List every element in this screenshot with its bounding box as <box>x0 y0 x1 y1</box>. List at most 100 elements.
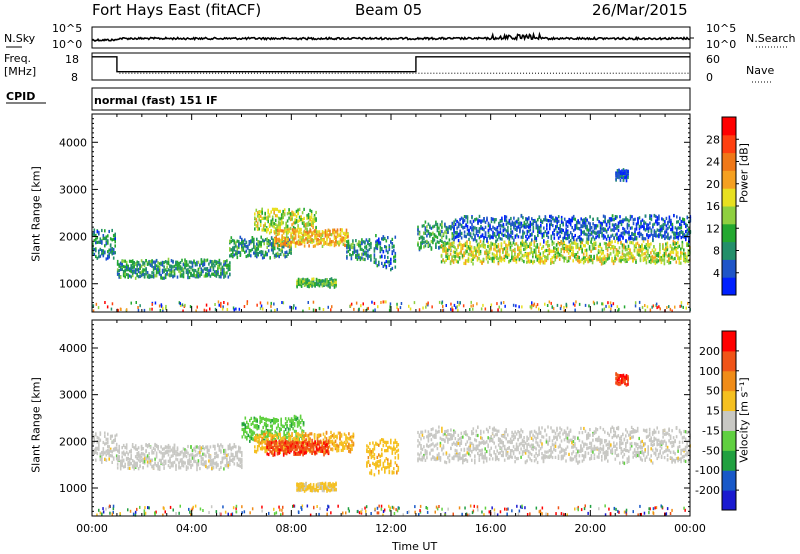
power-cell <box>566 233 569 237</box>
power-cell <box>587 231 590 235</box>
power-cell <box>309 222 311 226</box>
power-cell <box>284 243 286 247</box>
power-cell <box>373 249 376 253</box>
power-cell <box>116 270 119 274</box>
power-cell <box>581 257 583 261</box>
power-cell <box>102 254 105 258</box>
power-cell <box>535 255 537 259</box>
power-cell <box>597 248 600 252</box>
power-cell <box>484 220 487 224</box>
power-ground-cell <box>490 303 493 307</box>
power-cell <box>122 264 125 269</box>
power-cell <box>672 257 675 261</box>
power-cell <box>662 254 664 258</box>
power-cell <box>587 234 590 238</box>
power-cell <box>577 226 579 231</box>
power-cell <box>677 232 680 236</box>
power-cell <box>584 217 587 221</box>
velocity-cell <box>96 447 99 451</box>
power-ground-cell <box>222 305 224 309</box>
nave-point <box>403 72 405 74</box>
power-cell <box>569 246 571 250</box>
velocity-cell <box>194 459 197 464</box>
power-cell <box>256 242 258 246</box>
power-colorbar-label: 16 <box>706 200 720 213</box>
power-ground-cell <box>609 301 612 305</box>
power-cell <box>638 231 641 235</box>
power-cell <box>568 240 570 244</box>
power-cell <box>455 248 458 252</box>
power-cell <box>582 252 585 256</box>
power-cell <box>232 251 234 255</box>
power-cell <box>421 235 424 239</box>
power-cell <box>540 225 542 229</box>
velocity-cell <box>107 441 109 445</box>
power-cell <box>472 262 474 266</box>
power-cell <box>290 240 292 244</box>
power-ground-cell <box>165 306 167 310</box>
power-cell <box>534 235 536 239</box>
power-cell <box>265 230 268 234</box>
power-cell <box>145 268 147 272</box>
power-ground-cell <box>125 308 128 312</box>
power-cell <box>499 253 501 257</box>
power-cell <box>525 235 527 239</box>
power-cell <box>679 226 681 230</box>
power-cell <box>616 169 619 173</box>
power-ground-cell <box>472 304 474 308</box>
power-cell <box>567 251 570 255</box>
power-cell <box>306 238 309 242</box>
power-cell <box>311 231 313 235</box>
power-cell <box>532 252 534 257</box>
power-cell <box>179 274 182 278</box>
power-cell <box>199 273 201 277</box>
power-cell <box>659 228 662 232</box>
power-cell <box>248 240 251 244</box>
power-cell <box>619 234 621 238</box>
nave-point <box>283 72 285 74</box>
power-cell <box>281 229 283 233</box>
velocity-cell <box>108 457 110 461</box>
velocity-cell <box>188 458 191 462</box>
power-cell <box>528 225 530 229</box>
velocity-cell <box>111 454 113 458</box>
power-cell <box>561 247 564 251</box>
power-cell <box>572 250 574 254</box>
power-cell <box>312 221 314 225</box>
power-cell <box>352 246 354 250</box>
power-cell <box>495 218 497 222</box>
power-cell <box>347 235 349 239</box>
power-cell <box>310 221 313 225</box>
velocity-cell <box>149 445 152 449</box>
power-cell <box>471 226 473 230</box>
power-cell <box>622 170 625 174</box>
power-cell <box>619 178 622 182</box>
power-cell <box>634 237 636 241</box>
power-cell <box>375 261 377 265</box>
power-cell <box>99 247 102 251</box>
velocity-cell <box>114 446 116 450</box>
power-cell <box>683 221 686 226</box>
power-cell <box>508 235 511 239</box>
power-cell <box>245 254 248 259</box>
power-cell <box>154 274 156 278</box>
power-ground-cell <box>117 309 119 313</box>
power-cell <box>107 254 109 258</box>
nave-point <box>373 72 375 74</box>
velocity-cell <box>154 461 156 465</box>
power-cell <box>339 231 342 235</box>
power-cell <box>490 246 492 250</box>
power-cell <box>281 237 283 241</box>
power-cell <box>579 246 582 250</box>
power-ground-cell <box>97 306 100 310</box>
power-cell <box>664 233 666 237</box>
power-cell <box>248 249 251 253</box>
power-cell <box>618 250 621 254</box>
power-cell <box>196 275 198 279</box>
nave-point <box>367 72 369 74</box>
power-cell <box>680 247 682 251</box>
power-cell <box>220 271 222 275</box>
power-cell <box>362 240 365 244</box>
power-cell <box>379 249 382 253</box>
power-cell <box>530 259 533 263</box>
